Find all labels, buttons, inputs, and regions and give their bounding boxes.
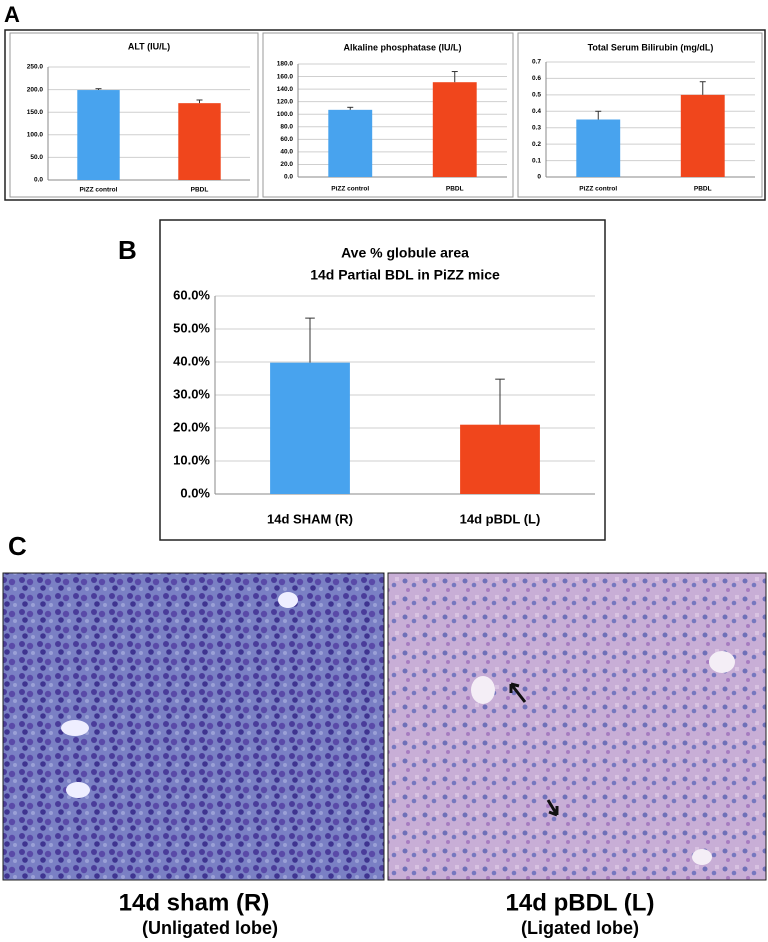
y-tick-label: 0.0 xyxy=(284,174,293,181)
panel-label: B xyxy=(118,235,137,265)
y-tick-label: 150.0 xyxy=(27,109,44,116)
y-tick-label: 20.0% xyxy=(173,419,210,434)
x-tick-label: PiZZ control xyxy=(579,186,617,193)
bar xyxy=(178,103,221,180)
bar xyxy=(328,109,373,177)
bar xyxy=(432,82,477,177)
y-tick-label: 0.0% xyxy=(180,485,210,500)
y-tick-label: 0 xyxy=(537,174,541,181)
y-tick-label: 40.0% xyxy=(173,353,210,368)
y-tick-label: 100.0 xyxy=(277,111,294,118)
panel-label: C xyxy=(8,531,27,561)
x-tick-label: 14d SHAM (R) xyxy=(267,511,353,526)
chart-frame xyxy=(9,32,259,198)
vessel xyxy=(278,592,298,608)
y-tick-label: 180.0 xyxy=(277,61,294,68)
chart-title: Alkaline phosphatase (IU/L) xyxy=(343,42,461,52)
arrow xyxy=(546,799,559,817)
vessel xyxy=(61,720,89,736)
x-tick-label: PiZZ control xyxy=(331,186,369,193)
x-tick-label: PBDL xyxy=(446,186,464,193)
vessel xyxy=(66,782,90,798)
y-tick-label: 120.0 xyxy=(277,98,294,105)
error-bar xyxy=(347,106,354,110)
y-tick-label: 30.0% xyxy=(173,386,210,401)
panel-label: A xyxy=(4,2,20,27)
panel-frame xyxy=(4,29,766,201)
y-tick-label: 10.0% xyxy=(173,452,210,467)
chart-title: Total Serum Bilirubin (mg/dL) xyxy=(588,42,714,52)
y-tick-label: 50.0 xyxy=(30,154,43,161)
image-note: (Unligated lobe) xyxy=(142,918,278,938)
y-tick-label: 20.0 xyxy=(280,161,293,168)
chart-title: ALT (IU/L) xyxy=(128,41,170,51)
bar xyxy=(270,362,350,494)
y-tick-label: 0.6 xyxy=(532,75,541,82)
y-tick-label: 100.0 xyxy=(27,132,44,139)
image-caption: 14d sham (R) xyxy=(119,889,270,916)
error-bar xyxy=(595,110,602,120)
x-tick-label: 14d pBDL (L) xyxy=(460,511,541,526)
x-tick-label: PBDL xyxy=(191,187,209,194)
chart-frame xyxy=(262,32,514,198)
error-bar xyxy=(95,88,102,91)
chart-subtitle: 14d Partial BDL in PiZZ mice xyxy=(310,267,500,283)
vessel xyxy=(471,676,495,704)
y-tick-label: 200.0 xyxy=(27,86,44,93)
image-note: (Ligated lobe) xyxy=(521,918,639,938)
image-caption: 14d pBDL (L) xyxy=(506,889,655,916)
error-bar xyxy=(196,99,203,104)
bar xyxy=(576,119,621,177)
y-tick-label: 40.0 xyxy=(280,149,293,156)
y-tick-label: 80.0 xyxy=(280,123,293,130)
bar xyxy=(77,90,120,180)
y-tick-label: 0.5 xyxy=(532,92,541,99)
error-bar xyxy=(699,81,706,95)
error-bar xyxy=(305,317,315,363)
y-tick-label: 250.0 xyxy=(27,64,44,71)
y-tick-label: 0.2 xyxy=(532,141,541,148)
chart-frame xyxy=(517,32,763,198)
histology-image xyxy=(387,572,767,881)
bar xyxy=(680,94,725,177)
y-tick-label: 0.4 xyxy=(532,108,541,115)
arrow xyxy=(509,682,527,703)
y-tick-label: 160.0 xyxy=(277,73,294,80)
bar xyxy=(460,424,540,494)
x-tick-label: PBDL xyxy=(694,186,712,193)
y-tick-label: 0.1 xyxy=(532,157,541,164)
vessel xyxy=(709,651,735,673)
y-tick-label: 50.0% xyxy=(173,320,210,335)
y-tick-label: 0.3 xyxy=(532,124,541,131)
y-tick-label: 140.0 xyxy=(277,86,294,93)
y-tick-label: 60.0% xyxy=(173,287,210,302)
histology-image xyxy=(2,572,385,881)
error-bar xyxy=(495,378,505,425)
x-tick-label: PiZZ control xyxy=(80,187,118,194)
y-tick-label: 0.0 xyxy=(34,177,43,184)
chart-title: Ave % globule area xyxy=(341,245,469,261)
y-tick-label: 60.0 xyxy=(280,136,293,143)
y-tick-label: 0.7 xyxy=(532,59,541,66)
vessel xyxy=(692,849,712,865)
error-bar xyxy=(451,71,458,83)
